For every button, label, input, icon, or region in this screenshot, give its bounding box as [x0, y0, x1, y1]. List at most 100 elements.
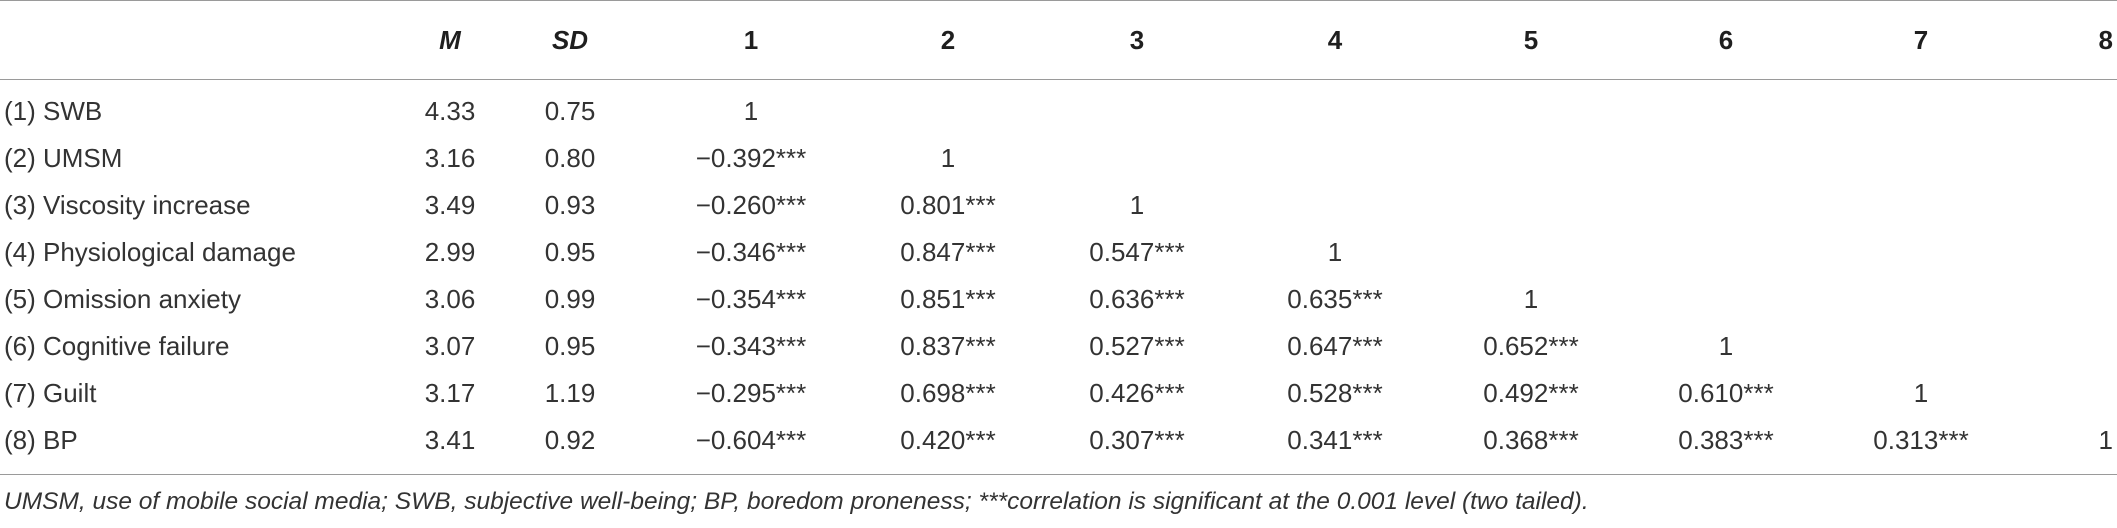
correlation-cell: 0.527*** [1089, 330, 1185, 361]
correlation-cell [1810, 181, 2002, 228]
header-mean: M [439, 25, 461, 55]
table-row: (2) UMSM 3.16 0.80 −0.392*** 1 [0, 134, 2117, 181]
correlation-cell [1420, 134, 1612, 181]
correlation-cell [1810, 228, 2002, 275]
correlation-cell: −0.604*** [695, 424, 807, 455]
row-label: (5) Omission anxiety [4, 283, 241, 314]
correlation-cell [1024, 134, 1220, 181]
sd-cell: 0.95 [544, 236, 596, 267]
table-top-rule [0, 0, 2117, 1]
correlation-cell: 0.698*** [900, 377, 996, 408]
header-col-3: 3 [1129, 25, 1145, 55]
correlation-cell: −0.392*** [695, 142, 807, 173]
mean-cell: 3.17 [424, 377, 476, 408]
table-row: (6) Cognitive failure 3.07 0.95 −0.343*** 0.… [0, 322, 2117, 369]
correlation-cell: 0.547*** [1089, 236, 1185, 267]
correlation-cell: 0.313*** [1873, 424, 1969, 455]
correlation-cell [2002, 181, 2117, 228]
correlation-cell: 1 [1327, 236, 1343, 267]
table-row: (8) BP 3.41 0.92 −0.604*** 0.420*** 0.307*** 0… [0, 416, 2117, 463]
correlation-cell: 0.847*** [900, 236, 996, 267]
correlation-cell [1024, 80, 1220, 134]
correlation-cell: −0.260*** [695, 189, 807, 220]
correlation-cell [1612, 275, 1810, 322]
row-label: (6) Cognitive failure [4, 330, 230, 361]
correlation-cell: 0.851*** [900, 283, 996, 314]
correlation-cell [2002, 134, 2117, 181]
header-col-8: 8 [2098, 25, 2113, 55]
correlation-cell [1810, 80, 2002, 134]
correlation-cell: 1 [1523, 283, 1539, 314]
table-row: (3) Viscosity increase 3.49 0.93 −0.260*** 0… [0, 181, 2117, 228]
mean-cell: 3.07 [424, 330, 476, 361]
correlation-cell [1220, 181, 1420, 228]
correlation-cell: 1 [940, 142, 956, 173]
table-header-rule [0, 79, 2117, 80]
table-footnote: UMSM, use of mobile social media; SWB, s… [4, 488, 1589, 515]
correlation-cell [2002, 369, 2117, 416]
sd-cell: 0.92 [544, 424, 596, 455]
correlation-cell: 1 [743, 96, 759, 126]
sd-cell: 0.99 [544, 283, 596, 314]
table-body: (1) SWB 4.33 0.75 1 (2) UMSM 3.16 0.80 −0.392**… [0, 80, 2117, 463]
row-label: (2) UMSM [4, 142, 123, 173]
correlation-cell [1810, 322, 2002, 369]
correlation-cell [1420, 228, 1612, 275]
correlation-cell [1810, 134, 2002, 181]
mean-cell: 3.41 [424, 424, 476, 455]
correlation-cell: 0.837*** [900, 330, 996, 361]
header-col-7: 7 [1913, 25, 1929, 55]
correlation-cell [842, 80, 1024, 134]
row-label: (4) Physiological damage [4, 236, 296, 267]
row-label: (1) SWB [4, 96, 103, 126]
table-header-row: M SD 1 2 3 4 5 6 7 8 [0, 0, 2117, 80]
mean-cell: 3.06 [424, 283, 476, 314]
header-col-1: 1 [743, 25, 759, 55]
correlation-cell [1810, 275, 2002, 322]
correlation-cell [2002, 322, 2117, 369]
correlation-cell: 0.647*** [1287, 330, 1383, 361]
correlation-cell: −0.346*** [695, 236, 807, 267]
correlation-cell: 0.383*** [1678, 424, 1774, 455]
correlation-cell [2002, 80, 2117, 134]
row-label: (8) BP [4, 424, 78, 455]
correlation-cell: 0.635*** [1287, 283, 1383, 314]
correlation-cell: 0.652*** [1483, 330, 1579, 361]
correlation-cell [1220, 134, 1420, 181]
sd-cell: 0.93 [544, 189, 596, 220]
correlation-cell: 1 [1129, 189, 1145, 220]
correlation-cell [1220, 80, 1420, 134]
correlation-cell: 0.307*** [1089, 424, 1185, 455]
sd-cell: 0.80 [544, 142, 596, 173]
correlation-cell: 1 [1913, 377, 1929, 408]
mean-cell: 2.99 [424, 236, 476, 267]
correlation-cell [1612, 228, 1810, 275]
table-row: (5) Omission anxiety 3.06 0.99 −0.354*** 0.8… [0, 275, 2117, 322]
correlation-table: M SD 1 2 3 4 5 6 7 8 (1) SWB 4.33 0.75 1 (2)… [0, 0, 2117, 463]
header-col-2: 2 [940, 25, 956, 55]
table-row: (7) Guilt 3.17 1.19 −0.295*** 0.698*** 0.426*… [0, 369, 2117, 416]
correlation-cell: −0.343*** [695, 330, 807, 361]
correlation-cell: 0.801*** [900, 189, 996, 220]
correlation-cell: 0.636*** [1089, 283, 1185, 314]
sd-cell: 1.19 [544, 377, 596, 408]
table-bottom-rule [0, 474, 2117, 475]
correlation-cell [1420, 80, 1612, 134]
mean-cell: 4.33 [424, 96, 476, 126]
correlation-cell: 0.341*** [1287, 424, 1383, 455]
table-row: (4) Physiological damage 2.99 0.95 −0.346**… [0, 228, 2117, 275]
correlation-cell: 0.528*** [1287, 377, 1383, 408]
mean-cell: 3.16 [424, 142, 476, 173]
correlation-cell: 0.426*** [1089, 377, 1185, 408]
header-label [0, 0, 360, 80]
sd-cell: 0.75 [544, 96, 596, 126]
header-col-6: 6 [1718, 25, 1734, 55]
header-col-5: 5 [1523, 25, 1539, 55]
table-row: (1) SWB 4.33 0.75 1 [0, 80, 2117, 134]
correlation-cell: −0.354*** [695, 283, 807, 314]
row-label: (3) Viscosity increase [4, 189, 251, 220]
header-sd: SD [551, 25, 589, 55]
header-col-4: 4 [1327, 25, 1343, 55]
correlation-cell: 1 [2098, 424, 2113, 455]
correlation-cell: 0.420*** [900, 424, 996, 455]
